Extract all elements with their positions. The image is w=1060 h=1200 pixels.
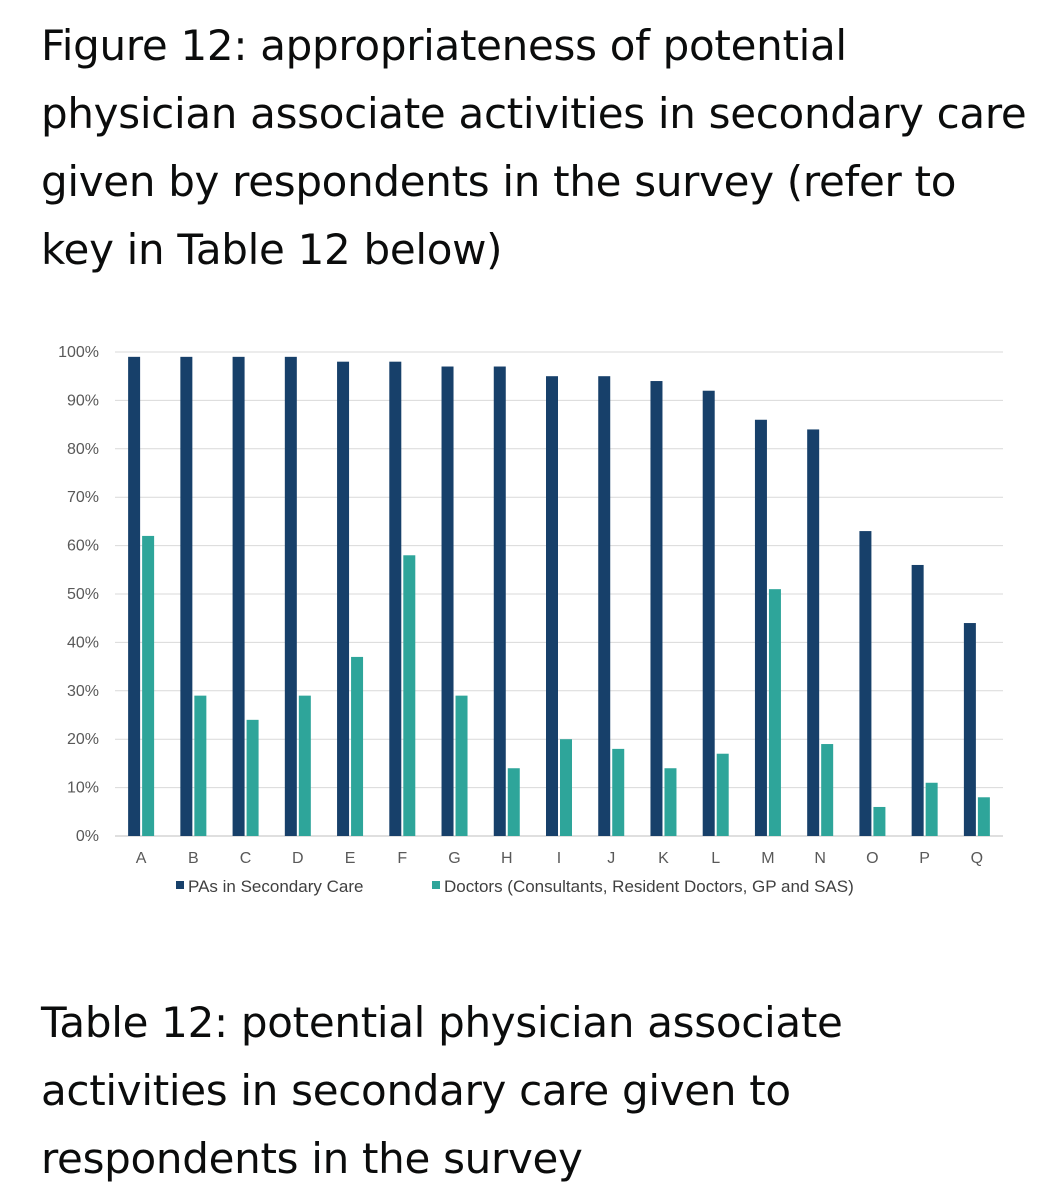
bar-doctors bbox=[507, 768, 520, 836]
x-tick-label: P bbox=[919, 850, 930, 867]
x-tick-label: F bbox=[397, 850, 407, 867]
legend: PAs in Secondary Care Doctors (Consultant… bbox=[176, 877, 854, 896]
x-tick-label: O bbox=[866, 850, 878, 867]
x-tick-label: G bbox=[448, 850, 460, 867]
figure-heading: Figure 12: appropriateness of potential … bbox=[41, 21, 1027, 274]
bar-doctors bbox=[664, 768, 677, 836]
bar-pa bbox=[441, 366, 454, 836]
bar-pa bbox=[859, 531, 872, 836]
legend-label: Doctors (Consultants, Resident Doctors, … bbox=[444, 877, 854, 896]
legend-swatch bbox=[176, 881, 184, 889]
bar-doctors bbox=[194, 695, 207, 836]
bar-pa bbox=[546, 376, 558, 836]
bar-doctors bbox=[768, 589, 781, 836]
y-tick-label: 0% bbox=[76, 828, 99, 845]
gridlines bbox=[115, 351, 1003, 837]
bar-pa bbox=[807, 429, 820, 836]
y-tick-label: 90% bbox=[67, 392, 99, 409]
bar-doctors bbox=[612, 748, 625, 836]
bar-doctors bbox=[142, 535, 155, 836]
bar-pa bbox=[702, 390, 715, 836]
x-tick-label: J bbox=[607, 850, 615, 867]
x-tick-label: D bbox=[292, 850, 304, 867]
bar-doctors bbox=[716, 753, 729, 836]
bar-pa bbox=[754, 419, 767, 836]
x-tick-label: M bbox=[761, 850, 774, 867]
bar-pa bbox=[911, 564, 924, 836]
x-tick-label: C bbox=[240, 850, 252, 867]
bar-pa bbox=[650, 381, 663, 836]
bar-pa bbox=[963, 623, 976, 836]
y-axis-tick-labels: 0% 10% 20% 30% 40% 50% 60% 70% 80% 90% 100% bbox=[58, 344, 99, 845]
bar-doctors bbox=[298, 695, 311, 836]
x-tick-label: H bbox=[501, 850, 513, 867]
x-tick-label: Q bbox=[971, 850, 983, 867]
y-tick-label: 30% bbox=[67, 683, 99, 700]
bar-doctors bbox=[560, 739, 572, 836]
y-tick-label: 50% bbox=[67, 586, 99, 603]
x-tick-label: I bbox=[557, 850, 561, 867]
bar-pa bbox=[284, 356, 297, 836]
bar-doctors bbox=[977, 797, 990, 836]
x-axis-tick-labels: A B C D E F G H I J K L M N O P Q bbox=[136, 850, 983, 867]
y-tick-label: 70% bbox=[67, 489, 99, 506]
x-tick-label: K bbox=[658, 850, 669, 867]
y-tick-label: 60% bbox=[67, 538, 99, 555]
y-tick-label: 20% bbox=[67, 731, 99, 748]
bars bbox=[128, 356, 990, 836]
table-heading: Table 12: potential physician associate … bbox=[41, 998, 843, 1183]
bar-doctors bbox=[246, 719, 259, 836]
bar-pa bbox=[389, 361, 402, 836]
bar-pa bbox=[232, 356, 245, 836]
legend-swatch bbox=[432, 881, 440, 889]
bar-chart: 0% 10% 20% 30% 40% 50% 60% 70% 80% 90% 100% A B C D E F… bbox=[58, 344, 1003, 896]
y-tick-label: 40% bbox=[67, 634, 99, 651]
bar-doctors bbox=[821, 744, 834, 836]
bar-doctors bbox=[873, 806, 886, 836]
bar-pa bbox=[598, 376, 611, 836]
bar-doctors bbox=[455, 695, 468, 836]
bar-doctors bbox=[351, 656, 364, 836]
bar-pa bbox=[493, 366, 506, 836]
x-tick-label: B bbox=[188, 850, 199, 867]
x-tick-label: E bbox=[345, 850, 356, 867]
bar-pa bbox=[337, 361, 350, 836]
bar-doctors bbox=[925, 782, 938, 836]
y-tick-label: 100% bbox=[58, 344, 99, 361]
bar-pa bbox=[128, 356, 141, 836]
x-tick-label: L bbox=[711, 850, 720, 867]
bar-doctors bbox=[403, 555, 416, 836]
y-tick-label: 80% bbox=[67, 441, 99, 458]
legend-label: PAs in Secondary Care bbox=[188, 877, 363, 896]
x-tick-label: N bbox=[814, 850, 826, 867]
y-tick-label: 10% bbox=[67, 780, 99, 797]
x-tick-label: A bbox=[136, 850, 147, 867]
bar-pa bbox=[180, 356, 193, 836]
